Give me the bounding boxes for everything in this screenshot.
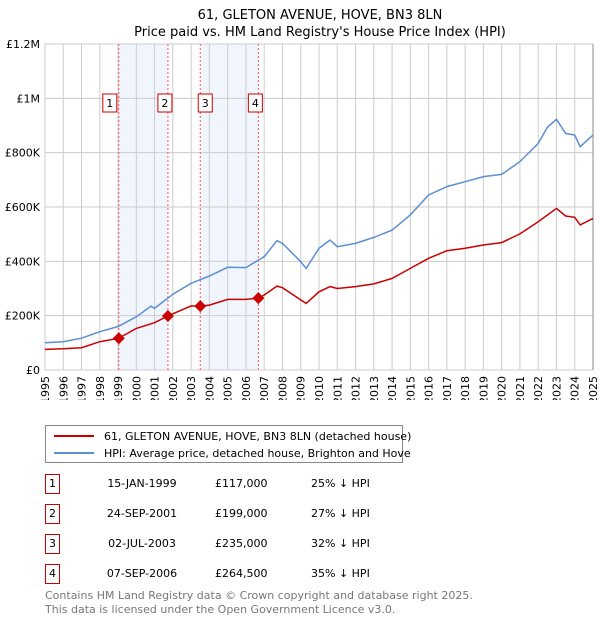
sale-hpi-diff: 35% ↓ HPI	[311, 567, 370, 580]
x-tick-label: 2003	[185, 376, 198, 400]
x-tick-label: 2022	[532, 376, 545, 400]
legend-item-property: 61, GLETON AVENUE, HOVE, BN3 8LN (detach…	[54, 429, 411, 443]
footer-copyright: Contains HM Land Registry data © Crown c…	[45, 589, 473, 602]
sale-hpi-diff: 27% ↓ HPI	[311, 507, 370, 520]
sale-date: 15-JAN-1999	[107, 477, 177, 490]
sale-label-box: 1	[102, 93, 118, 113]
legend-item-hpi: HPI: Average price, detached house, Brig…	[54, 446, 411, 460]
sale-box	[157, 93, 173, 113]
x-tick-label: 2023	[550, 376, 563, 400]
x-tick-label: 2025	[587, 376, 600, 400]
sale-price: £235,000	[215, 537, 268, 550]
sale-date: 24-SEP-2001	[106, 507, 178, 520]
sale-point	[252, 292, 265, 305]
x-tick-label: 2017	[441, 376, 454, 400]
x-tick-label: 2021	[514, 376, 527, 400]
sale-point	[112, 332, 125, 345]
sale-hpi-diff: 32% ↓ HPI	[311, 537, 370, 550]
sale-price: £117,000	[215, 477, 268, 490]
chart-title: 61, GLETON AVENUE, HOVE, BN3 8LN	[198, 8, 443, 23]
price-chart: 61, GLETON AVENUE, HOVE, BN3 8LN Price p…	[5, 8, 600, 404]
x-tick-label: 2000	[130, 376, 143, 400]
x-tick-label: 2010	[313, 376, 326, 400]
x-tick-label: 2013	[368, 376, 381, 400]
sale-number: 4	[252, 97, 259, 110]
sale-box	[247, 93, 263, 113]
x-tick-label: 2005	[222, 376, 235, 400]
x-tick-label: 2001	[149, 376, 162, 400]
x-tick-label: 2009	[295, 376, 308, 400]
sale-date: 07-SEP-2006	[106, 567, 178, 580]
y-tick-label: £800K	[5, 147, 41, 160]
x-tick-label: 2024	[569, 376, 582, 400]
sale-number: 3	[202, 97, 209, 110]
sale-price: £199,000	[215, 507, 268, 520]
x-tick-label: 2008	[276, 376, 289, 400]
x-tick-label: 2012	[350, 376, 363, 400]
sale-box	[197, 93, 213, 113]
sale-point	[161, 309, 174, 322]
legend-swatch-blue	[54, 452, 94, 454]
y-tick-label: £0	[26, 364, 40, 377]
x-tick-label: 2016	[423, 376, 436, 400]
x-tick-label: 2019	[477, 376, 490, 400]
sale-number: 3	[45, 534, 60, 554]
sale-number: 1	[45, 474, 60, 494]
legend-label: HPI: Average price, detached house, Brig…	[104, 446, 411, 460]
hpi-line	[44, 118, 594, 344]
sale-box	[102, 93, 118, 113]
x-tick-label: 2020	[496, 376, 509, 400]
x-tick-label: 2014	[386, 376, 399, 400]
x-tick-label: 2006	[240, 376, 253, 400]
sale-number: 2	[161, 97, 168, 110]
sale-point	[194, 300, 207, 313]
x-tick-label: 2002	[167, 376, 180, 400]
x-tick-label: 2011	[331, 376, 344, 400]
x-tick-label: 2018	[459, 376, 472, 400]
chart-subtitle: Price paid vs. HM Land Registry's House …	[134, 25, 506, 40]
x-tick-label: 2015	[404, 376, 417, 400]
sale-label-box: 2	[157, 93, 173, 113]
y-tick-label: £600K	[5, 201, 41, 214]
y-tick-label: £200K	[5, 310, 41, 323]
x-tick-label: 1998	[94, 376, 107, 400]
sale-label-box: 3	[197, 93, 213, 113]
y-tick-label: £1M	[17, 92, 41, 105]
sale-number: 2	[45, 504, 60, 524]
x-tick-label: 2007	[258, 376, 271, 400]
sale-number: 4	[45, 564, 60, 584]
sale-label-box: 4	[247, 93, 263, 113]
legend-swatch-red	[54, 435, 94, 437]
y-tick-label: £400K	[5, 255, 41, 268]
x-tick-label: 1997	[76, 376, 89, 400]
x-tick-label: 1996	[57, 376, 70, 400]
sale-hpi-diff: 25% ↓ HPI	[311, 477, 370, 490]
x-tick-label: 2004	[203, 376, 216, 400]
sale-number: 1	[106, 97, 113, 110]
legend: 61, GLETON AVENUE, HOVE, BN3 8LN (detach…	[45, 425, 411, 463]
footer-licence: This data is licensed under the Open Gov…	[45, 603, 396, 616]
y-tick-label: £1.2M	[6, 38, 40, 51]
sale-date: 02-JUL-2003	[108, 537, 176, 550]
property-price-line	[44, 207, 594, 351]
legend-label: 61, GLETON AVENUE, HOVE, BN3 8LN (detach…	[104, 429, 412, 443]
x-tick-label: 1995	[39, 376, 52, 400]
x-tick-label: 1999	[112, 376, 125, 400]
sale-price: £264,500	[215, 567, 268, 580]
